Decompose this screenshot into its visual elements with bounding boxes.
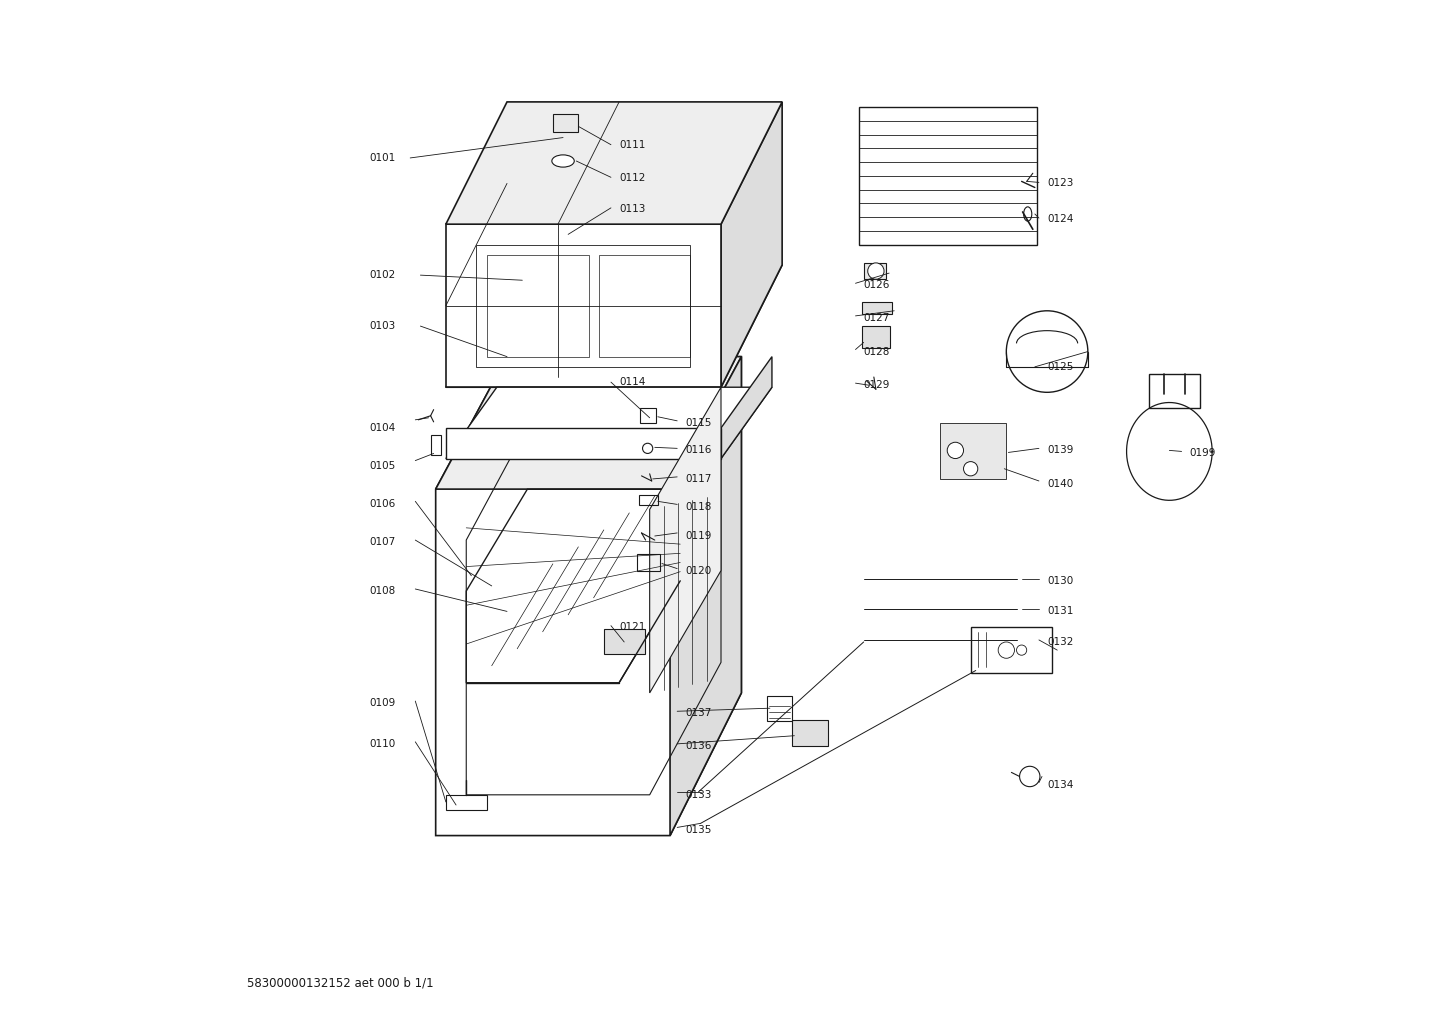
Ellipse shape xyxy=(1024,207,1032,221)
Text: 0131: 0131 xyxy=(1047,606,1073,616)
Text: 0123: 0123 xyxy=(1047,178,1073,189)
Text: 0199: 0199 xyxy=(1190,448,1216,459)
Bar xyxy=(640,408,656,423)
Polygon shape xyxy=(721,102,782,387)
Text: 0119: 0119 xyxy=(685,531,712,541)
Text: 0137: 0137 xyxy=(685,708,712,718)
Text: 0114: 0114 xyxy=(619,377,646,387)
Text: 0136: 0136 xyxy=(685,741,712,751)
Text: 0135: 0135 xyxy=(685,825,712,836)
Bar xyxy=(767,696,792,721)
Circle shape xyxy=(998,642,1015,658)
Bar xyxy=(637,554,660,571)
Bar xyxy=(862,302,893,314)
Bar xyxy=(1149,374,1200,408)
Text: 0140: 0140 xyxy=(1047,479,1073,489)
Text: 0112: 0112 xyxy=(619,173,646,183)
Polygon shape xyxy=(650,387,721,693)
Polygon shape xyxy=(435,357,741,836)
Text: 0127: 0127 xyxy=(864,313,890,323)
Text: 58300000132152 aet 000 b 1/1: 58300000132152 aet 000 b 1/1 xyxy=(247,977,434,989)
Text: 0126: 0126 xyxy=(864,280,890,290)
Circle shape xyxy=(643,443,653,453)
Circle shape xyxy=(947,442,963,459)
Bar xyxy=(858,107,1037,245)
Text: 0117: 0117 xyxy=(685,474,712,484)
Bar xyxy=(552,114,578,132)
Circle shape xyxy=(1017,645,1027,655)
Text: 0105: 0105 xyxy=(369,461,395,471)
Circle shape xyxy=(963,462,978,476)
Text: 0125: 0125 xyxy=(1047,362,1073,372)
Text: 0124: 0124 xyxy=(1047,214,1073,224)
Text: 0102: 0102 xyxy=(369,270,395,280)
Bar xyxy=(486,255,588,357)
Polygon shape xyxy=(446,428,721,459)
Text: 0120: 0120 xyxy=(685,566,711,576)
Text: 0101: 0101 xyxy=(369,153,395,163)
Text: 0139: 0139 xyxy=(1047,445,1073,455)
Text: 0116: 0116 xyxy=(685,445,712,455)
Text: 0104: 0104 xyxy=(369,423,395,433)
Text: 0108: 0108 xyxy=(369,586,395,596)
Polygon shape xyxy=(435,357,741,489)
Bar xyxy=(604,629,645,654)
Circle shape xyxy=(1007,311,1087,392)
Circle shape xyxy=(1019,766,1040,787)
Text: 0110: 0110 xyxy=(369,739,395,749)
Bar xyxy=(862,326,890,348)
Polygon shape xyxy=(446,224,721,387)
Text: 0115: 0115 xyxy=(685,418,712,428)
Polygon shape xyxy=(446,102,782,224)
Bar xyxy=(940,423,1007,479)
Text: 0132: 0132 xyxy=(1047,637,1073,647)
Text: 0103: 0103 xyxy=(369,321,395,331)
Text: 0109: 0109 xyxy=(369,698,395,708)
Text: 0129: 0129 xyxy=(864,380,890,390)
Polygon shape xyxy=(721,357,771,459)
Text: 0133: 0133 xyxy=(685,790,712,800)
Text: 0130: 0130 xyxy=(1047,576,1073,586)
Bar xyxy=(639,495,658,505)
Polygon shape xyxy=(446,265,782,387)
Text: 0134: 0134 xyxy=(1047,780,1073,790)
Text: 0107: 0107 xyxy=(369,537,395,547)
Polygon shape xyxy=(446,387,771,459)
Bar xyxy=(970,627,1053,673)
Circle shape xyxy=(868,263,884,279)
Text: 0128: 0128 xyxy=(864,346,890,357)
Bar xyxy=(431,435,441,455)
Text: 0111: 0111 xyxy=(619,140,646,150)
Text: 0106: 0106 xyxy=(369,499,395,510)
Polygon shape xyxy=(671,357,741,836)
Bar xyxy=(598,255,691,357)
Text: 0113: 0113 xyxy=(619,204,646,214)
Ellipse shape xyxy=(552,155,574,167)
Text: 0121: 0121 xyxy=(619,622,646,632)
Bar xyxy=(864,263,885,279)
Bar xyxy=(792,720,828,746)
Text: 0118: 0118 xyxy=(685,502,712,513)
Bar xyxy=(476,245,691,367)
